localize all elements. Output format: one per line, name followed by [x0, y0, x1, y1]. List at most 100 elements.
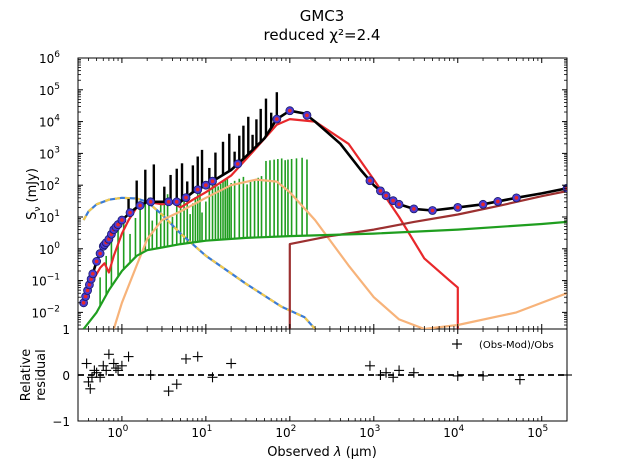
- residual-marker: [388, 372, 399, 383]
- model-point: [235, 162, 240, 166]
- chart-title: GMC3: [300, 7, 345, 25]
- residual-marker: [85, 383, 96, 394]
- y-tick-label: 100: [39, 241, 60, 257]
- x-axis-title-symbol: λ: [333, 445, 342, 460]
- residual-marker: [181, 353, 192, 364]
- model-point: [87, 282, 92, 287]
- x-tick-label: 104: [443, 424, 464, 440]
- residual-marker: [171, 379, 182, 390]
- observations: [79, 106, 567, 308]
- model-point: [210, 179, 215, 183]
- model-point: [481, 202, 485, 207]
- model-components: [82, 109, 567, 329]
- x-tick-labels: 100 101 102 103 104 105: [107, 424, 548, 440]
- model-point: [204, 183, 208, 187]
- model-point: [138, 203, 142, 208]
- residual-marker: [226, 358, 237, 369]
- x-tick-label: 105: [527, 424, 548, 440]
- y-axis-title: Sν (mJy): [25, 168, 43, 220]
- chart-subtitle: reduced χ²=2.4: [264, 26, 381, 44]
- model-point: [430, 208, 435, 213]
- residual-marker: [116, 360, 127, 371]
- residual-legend-label: (Obs-Mod)/Obs: [479, 340, 554, 351]
- y-tick-label: 106: [39, 50, 60, 66]
- model-point: [128, 210, 132, 215]
- model-point: [83, 294, 88, 299]
- residual-marker: [375, 370, 386, 380]
- residual-marker: [364, 360, 375, 371]
- series-dust-continuum: [82, 220, 567, 329]
- series-cold-dust: [112, 178, 567, 329]
- y-tick-label: 102: [39, 177, 60, 193]
- model-point: [195, 187, 200, 192]
- model-point: [412, 207, 416, 211]
- residual-marker: [103, 349, 114, 360]
- model-point: [174, 200, 179, 204]
- y-tick-label: 104: [39, 114, 60, 130]
- model-point: [305, 113, 309, 118]
- x-tick-label: 103: [359, 424, 380, 440]
- residual-marker: [478, 370, 489, 381]
- residual-marker: [192, 351, 203, 362]
- residual-marker: [108, 358, 119, 369]
- x-tick-label: 101: [191, 424, 212, 440]
- model-point: [391, 198, 395, 203]
- y-tick-label: 101: [39, 209, 60, 225]
- y-axis-title-main: S: [25, 212, 40, 220]
- model-point: [378, 189, 383, 193]
- model-point: [275, 117, 279, 121]
- emission-lines-green: [99, 157, 308, 307]
- model-point: [184, 195, 188, 200]
- model-point: [455, 205, 460, 210]
- x-axis-title-pre: Observed: [267, 445, 334, 460]
- residual-marker: [95, 372, 106, 383]
- x-axis-title: Observed λ (μm): [267, 445, 377, 460]
- series-unattenuated-stellar-dash: [82, 196, 316, 329]
- residual-marker: [98, 360, 109, 371]
- y-axis-title-unit: (mJy): [25, 168, 40, 206]
- residual-marker: [123, 351, 134, 362]
- series-radio-synchrotron: [288, 190, 567, 329]
- res-y-tick-label: 0: [62, 369, 70, 383]
- residual-legend: (Obs-Mod)/Obs: [452, 339, 554, 351]
- residual-marker: [101, 365, 112, 376]
- residual-y-title-2: residual: [34, 349, 49, 401]
- residual-marker: [452, 370, 463, 381]
- residual-marker: [408, 367, 419, 378]
- residual-markers: [78, 349, 572, 397]
- residual-marker: [81, 358, 92, 369]
- y-tick-label: 10−1: [31, 273, 60, 289]
- model-point: [148, 200, 153, 204]
- model-point: [514, 196, 519, 200]
- res-y-tick-label: −1: [52, 415, 70, 429]
- residual-marker: [394, 365, 405, 376]
- model-point: [90, 272, 95, 276]
- model-point: [85, 288, 90, 293]
- model-point: [98, 251, 102, 256]
- series-attenuated-stellar: [82, 118, 459, 329]
- residual-y-title-1: Relative: [19, 349, 34, 401]
- model-point: [94, 259, 99, 264]
- model-point: [397, 202, 401, 207]
- residual-marker: [207, 372, 218, 383]
- model-point: [368, 178, 372, 183]
- model-point: [288, 108, 292, 113]
- y-tick-label: 105: [39, 82, 60, 98]
- y-bottom-tick-label: 1: [62, 323, 70, 337]
- x-axis-title-unit: (μm): [342, 445, 377, 460]
- residual-marker: [381, 367, 392, 378]
- residual-marker: [163, 386, 174, 397]
- x-tick-label: 100: [107, 424, 128, 440]
- model-point: [166, 200, 171, 204]
- model-point: [89, 277, 93, 281]
- x-tick-label: 102: [275, 424, 296, 440]
- model-point: [120, 218, 124, 222]
- residual-marker: [89, 365, 100, 376]
- model-point: [384, 193, 388, 198]
- residual-marker: [110, 363, 121, 374]
- y-axis-title-sub: ν: [33, 207, 43, 212]
- model-point: [496, 199, 500, 204]
- residual-marker: [514, 374, 525, 385]
- model-point: [81, 301, 86, 305]
